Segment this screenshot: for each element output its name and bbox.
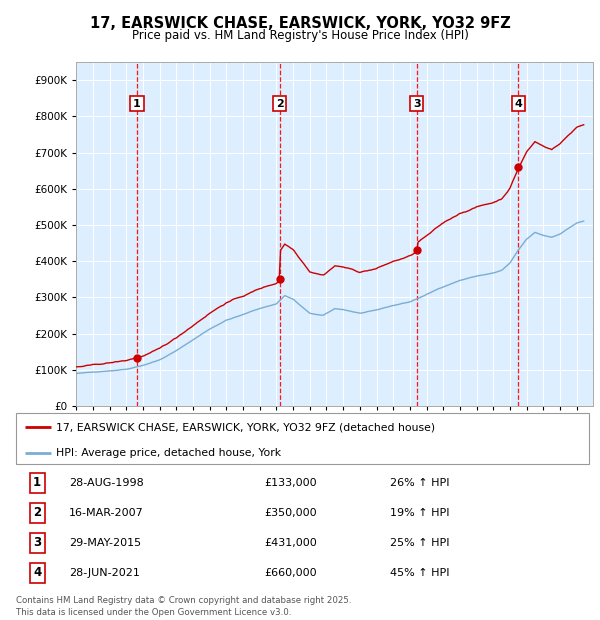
Text: £660,000: £660,000 (264, 568, 317, 578)
Text: 3: 3 (413, 99, 421, 108)
Text: 29-MAY-2015: 29-MAY-2015 (69, 538, 141, 548)
Text: £133,000: £133,000 (264, 478, 317, 488)
Text: £431,000: £431,000 (264, 538, 317, 548)
Text: 25% ↑ HPI: 25% ↑ HPI (390, 538, 449, 548)
Text: Price paid vs. HM Land Registry's House Price Index (HPI): Price paid vs. HM Land Registry's House … (131, 29, 469, 42)
Text: 1: 1 (133, 99, 141, 108)
Text: 19% ↑ HPI: 19% ↑ HPI (390, 508, 449, 518)
Text: 17, EARSWICK CHASE, EARSWICK, YORK, YO32 9FZ (detached house): 17, EARSWICK CHASE, EARSWICK, YORK, YO32… (56, 422, 436, 432)
Text: 2: 2 (33, 507, 41, 520)
Text: £350,000: £350,000 (264, 508, 317, 518)
Text: 45% ↑ HPI: 45% ↑ HPI (390, 568, 449, 578)
Text: 2: 2 (276, 99, 284, 108)
Text: 28-JUN-2021: 28-JUN-2021 (69, 568, 140, 578)
Text: 1: 1 (33, 477, 41, 490)
Text: 17, EARSWICK CHASE, EARSWICK, YORK, YO32 9FZ: 17, EARSWICK CHASE, EARSWICK, YORK, YO32… (89, 16, 511, 31)
Text: 3: 3 (33, 536, 41, 549)
Text: 28-AUG-1998: 28-AUG-1998 (69, 478, 144, 488)
Text: Contains HM Land Registry data © Crown copyright and database right 2025.: Contains HM Land Registry data © Crown c… (16, 596, 352, 605)
Text: This data is licensed under the Open Government Licence v3.0.: This data is licensed under the Open Gov… (16, 608, 292, 617)
Text: 16-MAR-2007: 16-MAR-2007 (69, 508, 144, 518)
FancyBboxPatch shape (16, 413, 589, 464)
Text: 26% ↑ HPI: 26% ↑ HPI (390, 478, 449, 488)
Text: 4: 4 (33, 567, 41, 580)
Text: HPI: Average price, detached house, York: HPI: Average price, detached house, York (56, 448, 281, 458)
Text: 4: 4 (514, 99, 522, 108)
